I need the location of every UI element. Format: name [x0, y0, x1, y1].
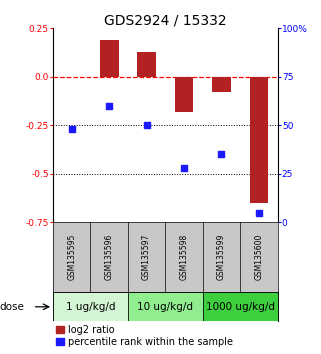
- Bar: [212, 77, 231, 92]
- Text: 1 ug/kg/d: 1 ug/kg/d: [66, 302, 115, 312]
- Text: GSM135598: GSM135598: [179, 234, 188, 280]
- Text: GSM135597: GSM135597: [142, 234, 151, 280]
- Point: [219, 152, 224, 157]
- Point: [107, 103, 112, 109]
- Text: GSM135600: GSM135600: [255, 234, 264, 280]
- Bar: [250, 77, 268, 203]
- Title: GDS2924 / 15332: GDS2924 / 15332: [104, 13, 227, 27]
- Bar: [100, 40, 118, 77]
- Legend: log2 ratio, percentile rank within the sample: log2 ratio, percentile rank within the s…: [56, 325, 233, 347]
- Bar: [137, 52, 156, 77]
- Bar: [203, 292, 278, 321]
- Point: [256, 210, 262, 216]
- Text: GSM135595: GSM135595: [67, 234, 76, 280]
- Text: 1000 ug/kg/d: 1000 ug/kg/d: [206, 302, 275, 312]
- Bar: [53, 292, 128, 321]
- Point: [181, 165, 187, 171]
- Text: dose: dose: [0, 302, 24, 312]
- Text: GSM135596: GSM135596: [105, 234, 114, 280]
- Bar: [128, 292, 203, 321]
- Point: [69, 126, 74, 132]
- Bar: [175, 77, 193, 112]
- Text: 10 ug/kg/d: 10 ug/kg/d: [137, 302, 193, 312]
- Text: GSM135599: GSM135599: [217, 234, 226, 280]
- Point: [144, 122, 149, 128]
